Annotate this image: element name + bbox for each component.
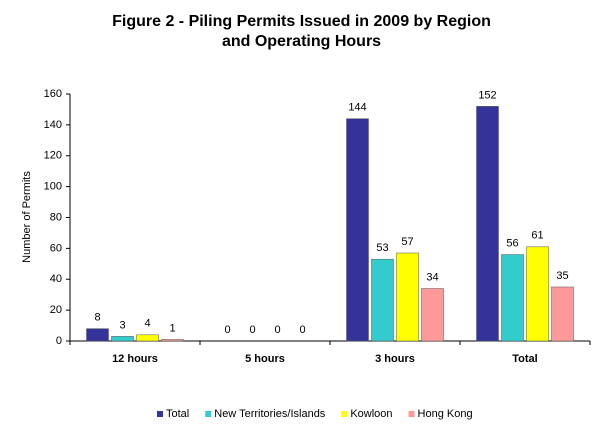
y-tick-label: 60 [50,242,62,254]
y-tick-label: 160 [44,88,62,100]
x-tick-label: 12 hours [112,353,158,365]
value-label: 1 [169,322,175,334]
value-label: 0 [299,324,305,336]
legend-label: Total [166,408,189,420]
bar [161,339,184,342]
legend-swatch [408,411,415,417]
legend-swatch [205,411,212,417]
value-label: 144 [348,102,366,114]
y-tick-label: 40 [50,273,62,285]
value-label: 0 [249,324,255,336]
chart-title: Figure 2 - Piling Permits Issued in 2009… [112,13,491,50]
y-axis-label: Number of Permits [21,171,33,263]
bar [371,258,394,342]
bar [346,118,369,342]
y-tick-label: 100 [44,181,62,193]
legend-label: New Territories/Islands [214,408,326,420]
bar [526,246,549,342]
value-label: 34 [426,271,438,283]
value-label: 0 [274,324,280,336]
legend-swatch [341,411,348,417]
bar [421,288,444,342]
bar [86,328,109,342]
bar [501,254,524,342]
value-label: 57 [401,236,413,248]
title-box: Figure 2 - Piling Permits Issued in 2009… [0,12,603,52]
value-label: 152 [478,89,496,101]
bar [111,336,134,342]
value-label: 56 [506,237,518,249]
legend-swatch [157,411,163,417]
x-tick-label: Total [512,353,537,365]
y-tick-label: 120 [44,150,62,162]
x-tick-label: 5 hours [245,353,285,365]
bar [551,286,574,342]
value-label: 35 [556,270,568,282]
bar [476,106,499,342]
value-label: 61 [531,230,543,242]
legend-label: Kowloon [350,408,392,420]
value-label: 3 [119,319,125,331]
legend-label: Hong Kong [418,408,473,420]
y-tick-label: 20 [50,304,62,316]
x-tick-label: 3 hours [375,353,415,365]
value-label: 0 [224,324,230,336]
y-tick-label: 0 [56,335,62,347]
value-label: 8 [94,312,100,324]
value-label: 53 [376,242,388,254]
bar [136,334,159,342]
y-tick-label: 80 [50,211,62,223]
value-label: 4 [144,318,150,330]
y-tick-label: 140 [44,119,62,131]
bar [396,252,419,342]
